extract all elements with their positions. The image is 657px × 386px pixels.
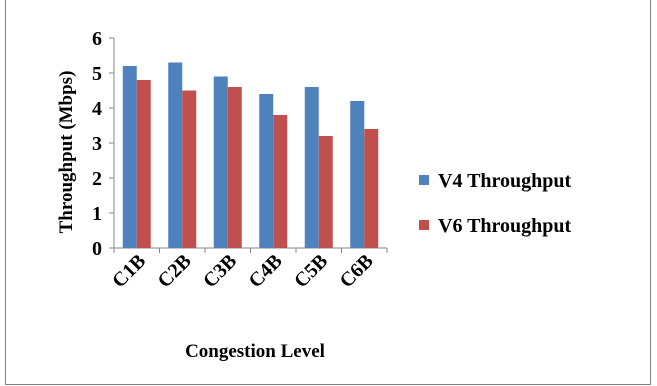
- bars: [122, 62, 379, 248]
- legend: V4 Throughput V6 Throughput: [419, 170, 572, 237]
- y-tick-label: 3: [92, 133, 102, 155]
- x-tick-label: C1B: [108, 250, 150, 292]
- x-tick-label: C2B: [154, 250, 196, 292]
- x-tick-label: C5B: [290, 250, 332, 292]
- y-tick-label: 4: [92, 98, 102, 120]
- chart-frame: [5, 0, 651, 385]
- y-tick-label: 5: [92, 63, 102, 85]
- bar-v6-throughput-c3b: [227, 87, 242, 248]
- bar-v6-throughput-c2b: [182, 90, 197, 248]
- axes: [109, 37, 388, 253]
- y-tick-labels: 0 1 2 3 4 5 6: [92, 28, 102, 260]
- bar-v6-throughput-c4b: [273, 115, 288, 248]
- legend-label-v4-throughput: V4 Throughput: [438, 170, 572, 192]
- x-tick-label: C4B: [245, 250, 287, 292]
- y-tick-label: 1: [92, 203, 102, 225]
- bar-v4-throughput-c1b: [122, 66, 137, 248]
- legend-swatch-v4-throughput: [419, 175, 429, 185]
- x-tick-label: C3B: [199, 250, 241, 292]
- bar-v4-throughput-c6b: [350, 101, 365, 248]
- y-axis-label: Throughput (Mbps): [56, 71, 77, 234]
- bar-v6-throughput-c5b: [318, 136, 333, 248]
- bar-v6-throughput-c1b: [136, 80, 151, 248]
- x-axis-label: Congestion Level: [185, 341, 325, 362]
- legend-swatch-v6-throughput: [419, 220, 429, 230]
- bar-v4-throughput-c4b: [259, 94, 274, 248]
- x-tick-label: C6B: [336, 250, 378, 292]
- bar-v4-throughput-c2b: [168, 62, 183, 248]
- y-tick-label: 6: [92, 28, 102, 50]
- bar-v6-throughput-c6b: [364, 129, 379, 248]
- bar-v4-throughput-c3b: [213, 76, 228, 248]
- x-tick-labels: C1B C2B C3B C4B C5B C6B: [108, 250, 378, 292]
- legend-label-v6-throughput: V6 Throughput: [438, 215, 572, 237]
- y-tick-label: 0: [92, 238, 102, 260]
- y-tick-label: 2: [92, 168, 102, 190]
- bar-v4-throughput-c5b: [304, 87, 319, 248]
